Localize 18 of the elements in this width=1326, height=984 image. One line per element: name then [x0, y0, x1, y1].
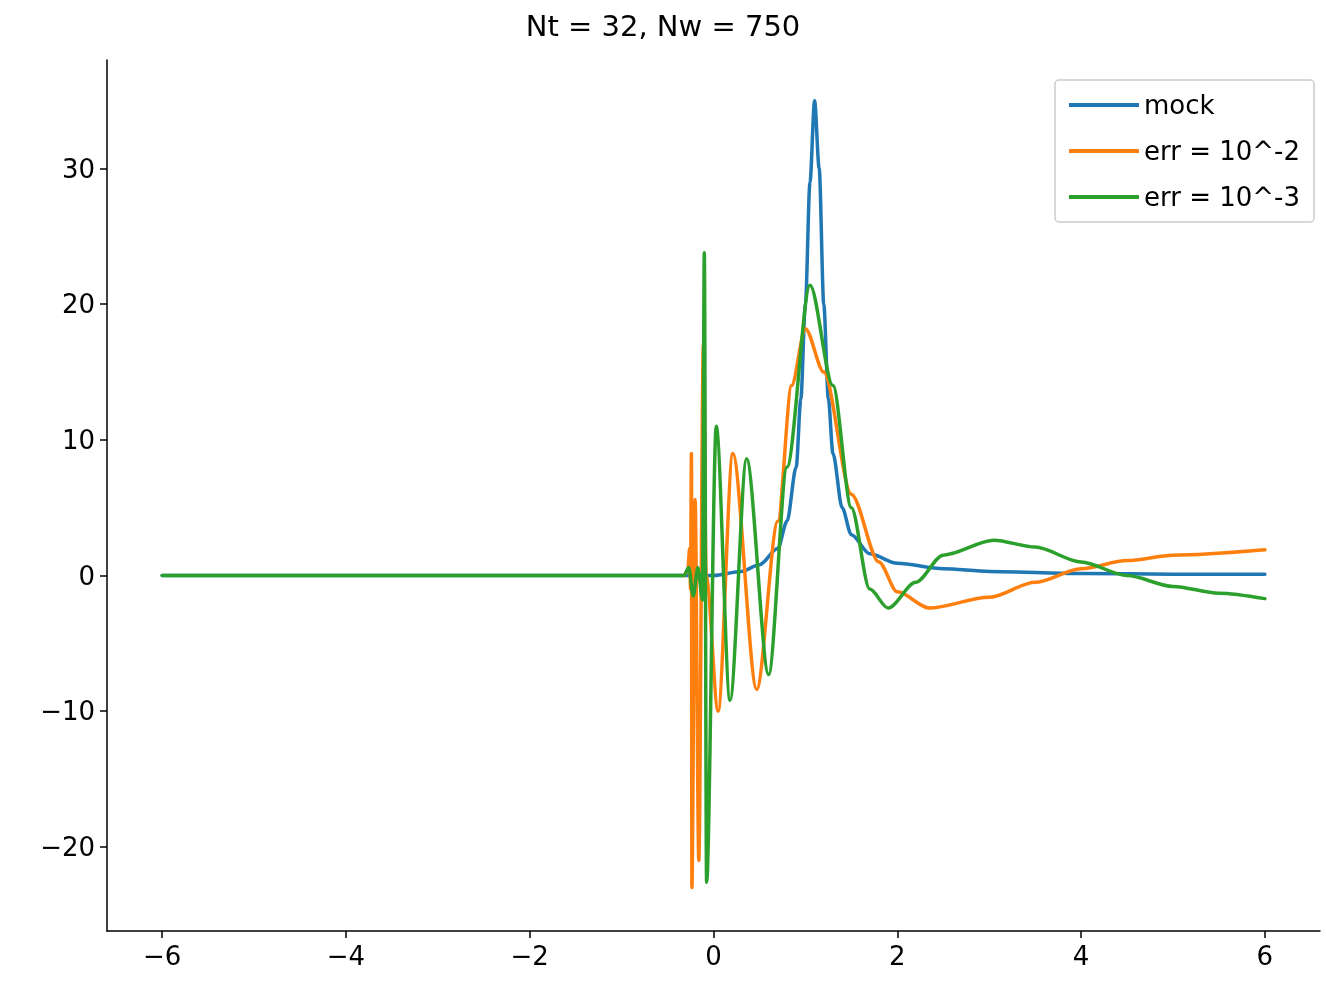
legend-label: err = 10^-3 [1143, 182, 1301, 212]
x-tick-label: 2 [889, 941, 906, 971]
y-tick-label: 0 [78, 560, 95, 591]
y-tick-label: 20 [61, 289, 95, 320]
x-tick-label: −4 [326, 941, 366, 971]
y-tick-label: −10 [40, 696, 95, 727]
x-tick-label: −6 [142, 941, 182, 971]
line-series [160, 250, 1267, 884]
legend-label: mock [1143, 90, 1215, 120]
x-tick-label: 0 [705, 941, 722, 971]
legend-label: err = 10^-2 [1143, 136, 1301, 166]
y-tick-label: −20 [40, 831, 95, 862]
x-tick-label: 6 [1256, 941, 1274, 971]
x-tick-label: −2 [510, 941, 549, 971]
chart-title: Nt = 32, Nw = 750 [525, 8, 801, 43]
x-tick-label: 4 [1072, 941, 1090, 971]
y-tick-label: 30 [61, 153, 95, 184]
y-tick-label: 10 [61, 424, 95, 455]
